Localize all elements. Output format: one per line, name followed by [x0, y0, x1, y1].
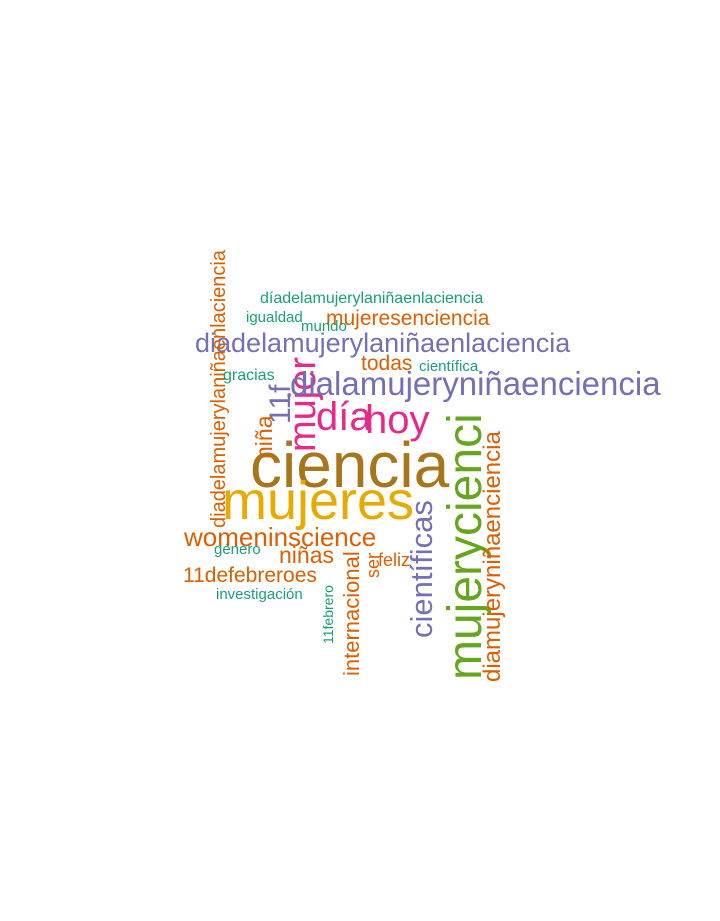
- word-genero: género: [214, 541, 261, 558]
- word-womeninscience: womeninscience: [184, 522, 377, 552]
- word-investigacion: investigación: [216, 586, 303, 603]
- word-feliz: feliz: [378, 550, 411, 570]
- word-igualdad: igualdad: [246, 309, 303, 326]
- word-nina: niña: [251, 415, 277, 459]
- word-todas: todas: [361, 352, 413, 375]
- word-11defebreroes: 11defebreroes: [183, 564, 317, 587]
- word-diadelamujer-top: díadelamujerylaniñaenlaciencia: [260, 290, 484, 307]
- word-diamujeryninaenciencia: diamujeryniñaenciencia: [479, 431, 506, 682]
- word-cientifica: científica: [419, 358, 479, 375]
- word-cientificas: científicas: [404, 500, 439, 638]
- word-hoy: hoy: [365, 398, 430, 442]
- word-dialamujeryninaenciencia: dialamujeryniñaenciencia: [290, 365, 661, 402]
- word-11febrero: 11febrero: [320, 585, 336, 644]
- word-diadelamujerylaninaenlaciencia-vertical: diadelamujerylaniñaenlaciencia: [208, 250, 230, 528]
- word-mujeresenciencia: mujeresenciencia: [326, 307, 490, 330]
- word-gracias: gracias: [223, 367, 275, 384]
- word-diadelamujerylaninaenlaciencia-horizontal: diadelamujerylaniñaenlaciencia: [195, 328, 571, 358]
- word-dia: día: [316, 395, 372, 439]
- word-mujeres: mujeres: [222, 471, 415, 531]
- word-mundo: mundo: [301, 318, 347, 335]
- word-ninas: niñas: [279, 542, 334, 568]
- word-ciencia: ciencia: [250, 429, 450, 501]
- word-internacional: internacional: [339, 551, 364, 676]
